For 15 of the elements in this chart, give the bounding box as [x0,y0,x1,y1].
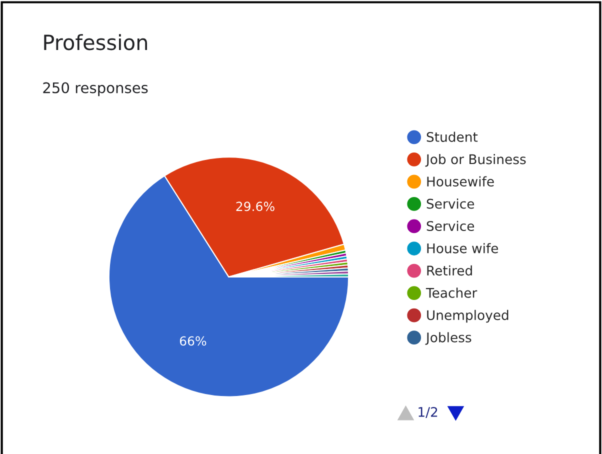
chart-subtitle: 250 responses [43,82,148,96]
legend-label: Unemployed [427,310,508,323]
data-label: 29.6% [236,202,274,212]
legend-label: Service [426,220,474,232]
legend-label: Student [426,132,478,142]
data-label: 66% [180,336,206,346]
legend-label: Retired [427,265,472,276]
legend-label: Jobless [425,332,472,345]
legend-label: House wife [427,243,498,254]
chart-title: Profession [44,34,148,50]
legend-label: Housewife [427,176,494,187]
text: 1/2 [418,406,438,418]
legend-label: Teacher [426,288,478,298]
legend-label: Service [426,198,474,209]
legend-label: Job or Business [425,154,526,167]
